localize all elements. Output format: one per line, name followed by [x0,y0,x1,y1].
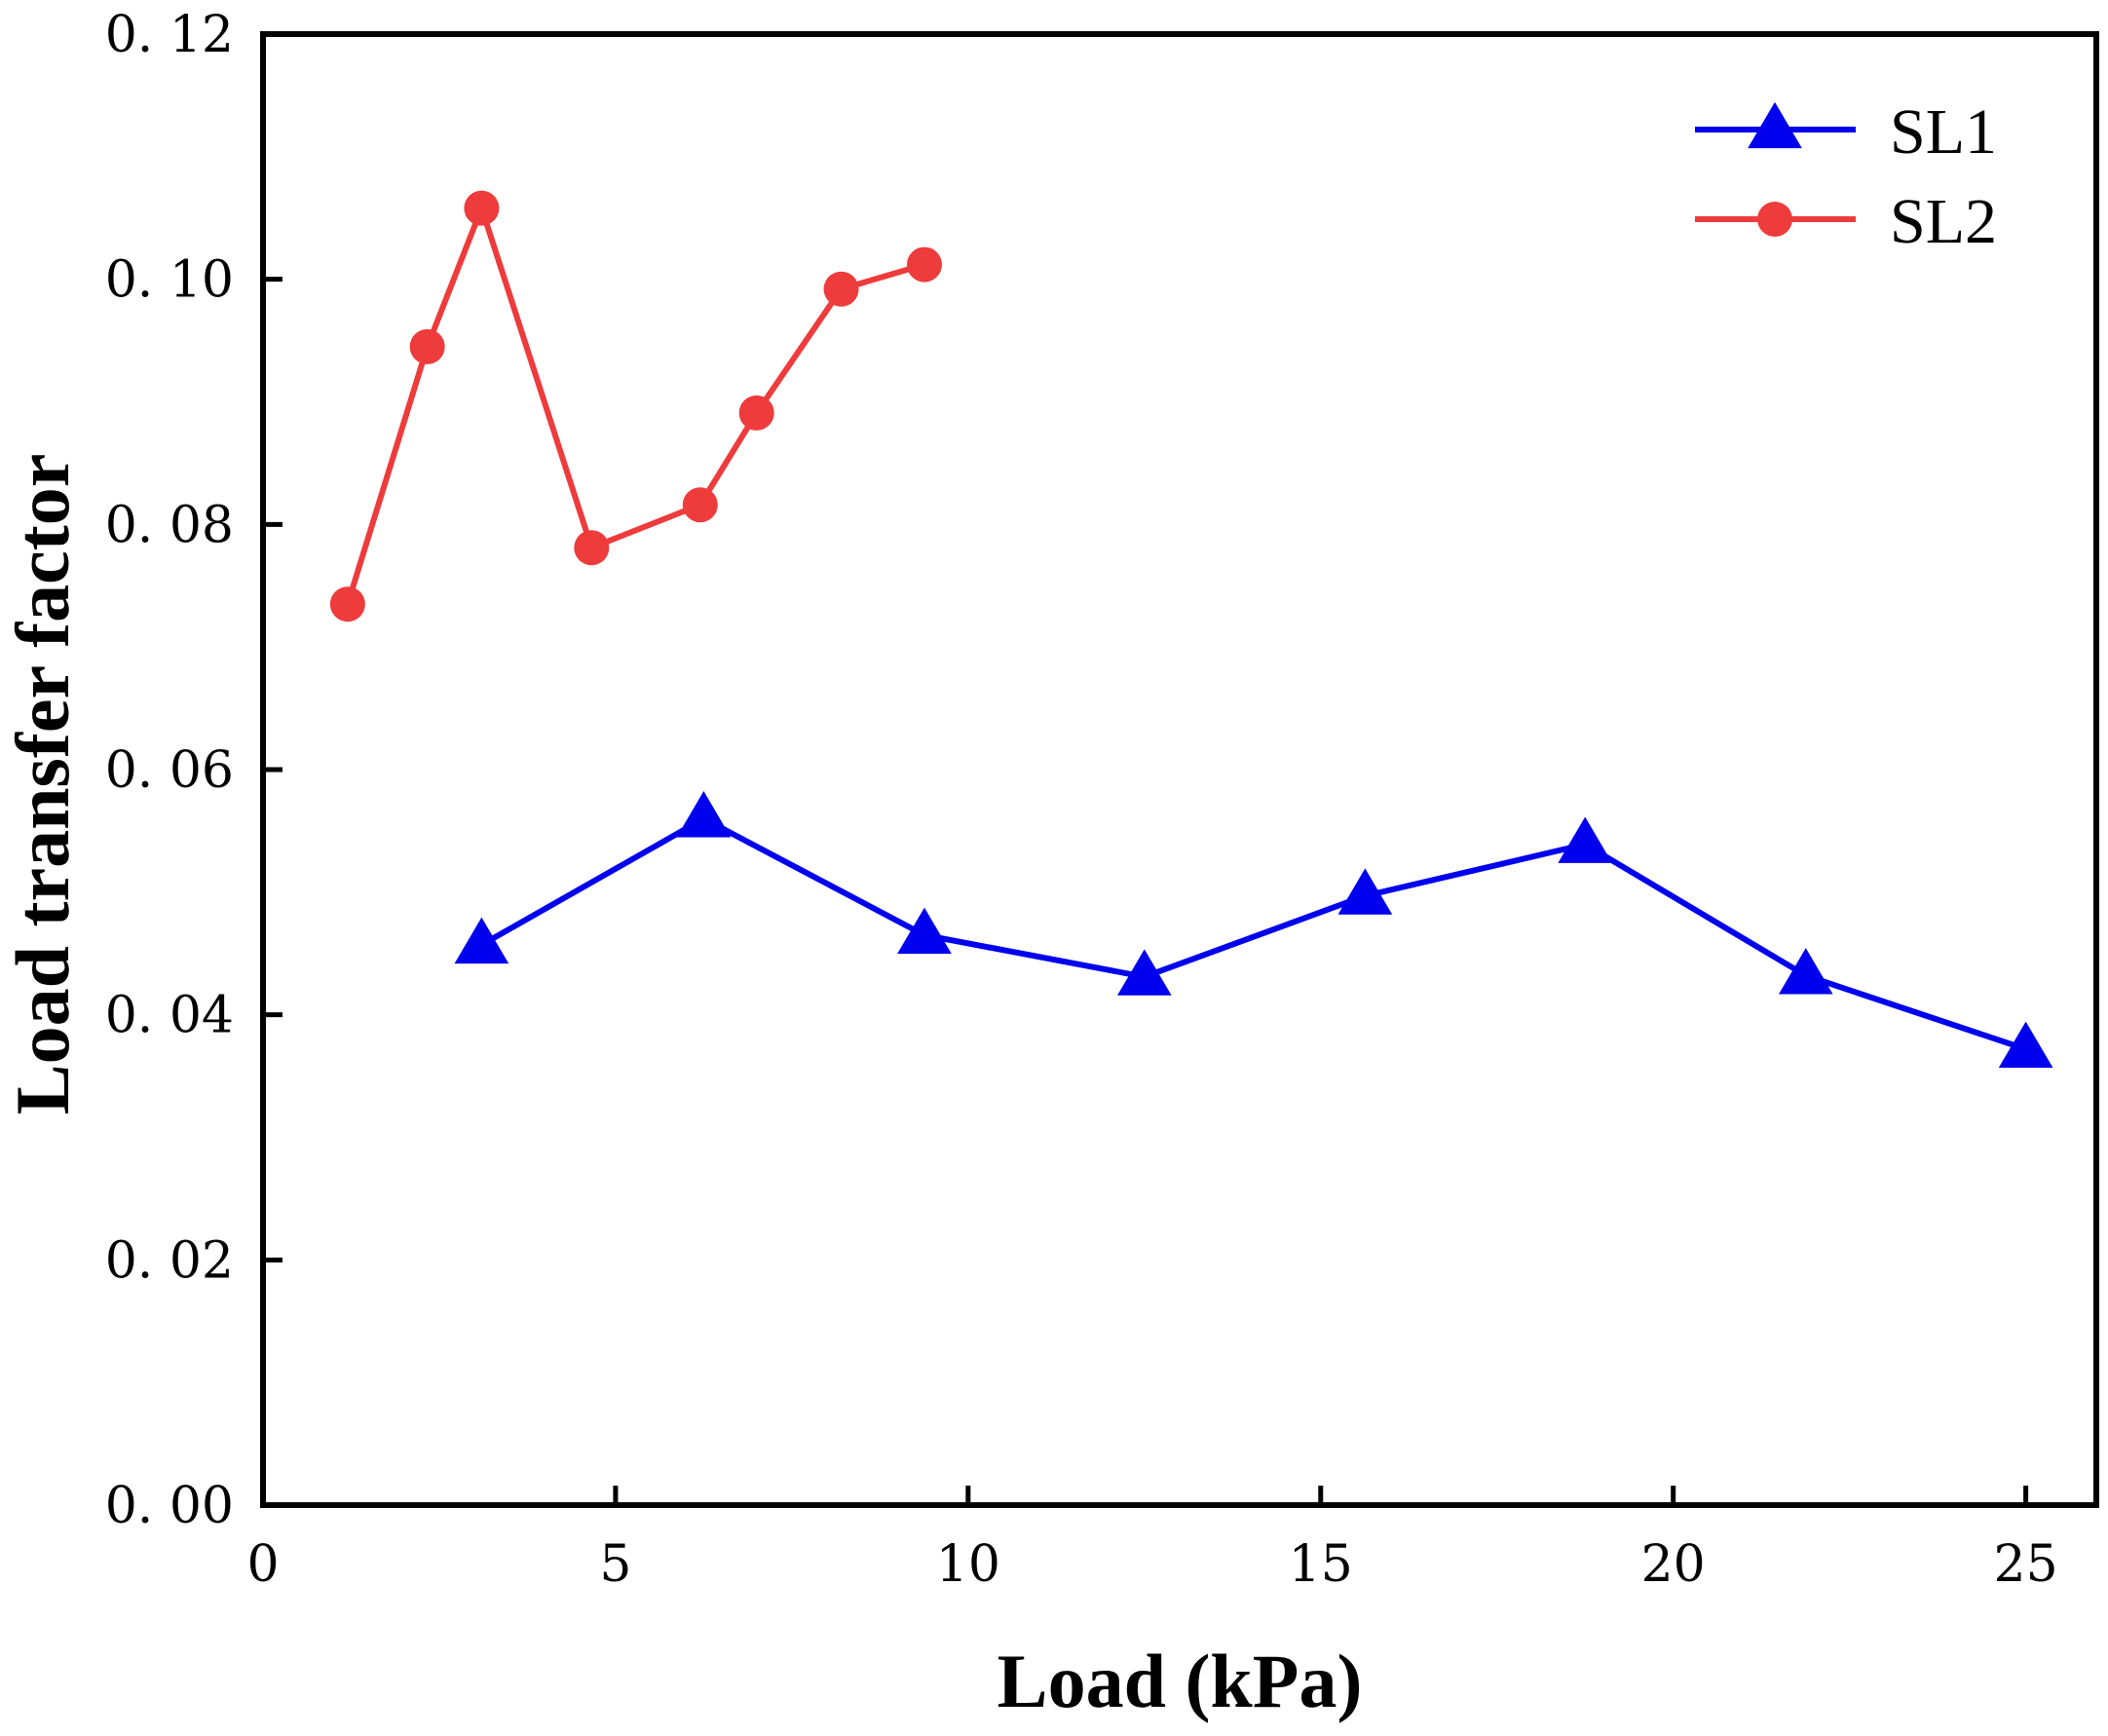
y-tick-label: 0. 10 [105,251,234,310]
series-line [344,199,925,606]
data-point-circle [574,530,610,566]
legend-item-sl2: SL2 [1695,186,1997,257]
y-tick-label: 0. 02 [105,1231,234,1290]
data-point-circle [738,395,774,431]
series-line [479,814,2027,1052]
data-point-triangle [1558,816,1613,863]
series-sl2 [329,190,942,623]
x-tick-label: 5 [599,1535,631,1594]
x-tick-label: 15 [1289,1535,1353,1594]
legend-marker-circle [1757,202,1792,237]
x-axis-ticks: 0 5 10 15 20 25 [246,1486,2058,1594]
legend-marker-triangle [1748,101,1802,149]
y-axis-ticks: 0. 00 0. 02 0. 04 0. 06 0. 08 0. 10 0. 12 [105,6,282,1535]
data-point-triangle [1337,868,1393,915]
data-point-circle [409,328,445,364]
x-tick-label: 20 [1641,1535,1706,1594]
x-tick-label: 25 [1994,1535,2058,1594]
legend-label: SL1 [1890,96,1997,168]
y-tick-label: 0. 06 [105,741,234,800]
x-tick-label: 10 [936,1535,1000,1594]
data-point-circle [682,487,718,523]
data-point-circle [329,586,365,623]
legend-item-sl1: SL1 [1695,96,1997,168]
data-point-circle [464,190,500,226]
x-axis-title: Load (kPa) [998,1639,1363,1723]
data-point-triangle [676,791,732,838]
x-tick-label: 0 [246,1535,279,1594]
data-point-triangle [1998,1021,2053,1069]
legend-label: SL2 [1890,186,1997,257]
y-tick-label: 0. 00 [105,1477,234,1535]
data-point-triangle [1778,948,1833,995]
plot-frame [260,31,2099,1508]
data-point-circle [823,271,859,307]
y-tick-label: 0. 08 [105,496,234,554]
y-axis-title: Load transfer factor [0,454,85,1115]
axes: 0 5 10 15 20 25 0. 00 0. 02 0. 04 0. 06 0. 08 0. 1… [0,6,2099,1723]
series-sl1 [454,791,2053,1069]
data-point-triangle [897,907,952,955]
data-point-triangle [1116,949,1172,996]
data-point-circle [906,246,942,283]
y-tick-label: 0. 04 [105,987,234,1045]
plot-area [329,190,2053,1069]
y-tick-label: 0. 12 [105,6,234,64]
data-point-triangle [454,917,509,964]
